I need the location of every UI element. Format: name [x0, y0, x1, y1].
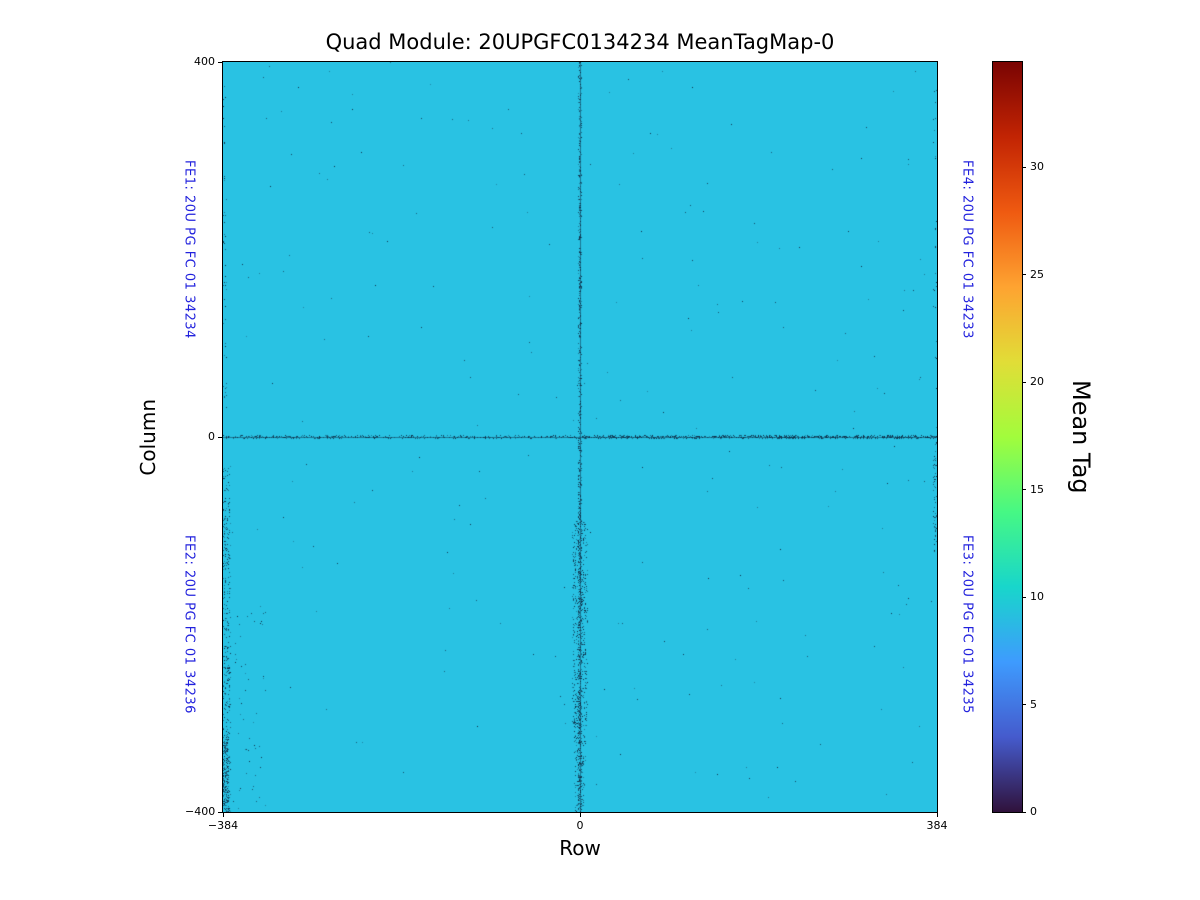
- colorbar-tick-label: 25: [1030, 267, 1044, 281]
- y-tick-mark: [218, 811, 222, 813]
- annotation-fe2: FE2: 20U PG FC 01 34236: [178, 437, 200, 812]
- annotation-fe2-label: FE2: 20U PG FC 01 34236: [181, 535, 197, 714]
- annotation-fe4: FE4: 20U PG FC 01 34233: [956, 62, 978, 437]
- x-tick-mark: [579, 813, 581, 817]
- y-tick-label: 400: [194, 55, 215, 68]
- annotation-fe3: FE3: 20U PG FC 01 34235: [956, 437, 978, 812]
- colorbar-tick-label: 30: [1030, 160, 1044, 174]
- x-tick-label: 384: [926, 819, 948, 832]
- annotation-fe1-label: FE1: 20U PG FC 01 34234: [181, 160, 197, 339]
- colorbar-tick-label: 0: [1030, 805, 1037, 818]
- x-tick-mark: [222, 813, 224, 817]
- colorbar-tick-mark: [1022, 489, 1026, 491]
- colorbar-label: Mean Tag: [1067, 380, 1095, 494]
- y-axis-label-box: Column: [134, 62, 162, 812]
- colorbar-tick-mark: [1022, 274, 1026, 276]
- annotation-fe4-label: FE4: 20U PG FC 01 34233: [959, 160, 975, 339]
- x-tick-label: 0: [576, 819, 584, 832]
- colorbar-tick-mark: [1022, 166, 1026, 168]
- y-axis-label: Column: [136, 398, 160, 476]
- y-tick-label: 0: [208, 430, 215, 443]
- chart-title: Quad Module: 20UPGFC0134234 MeanTagMap-0: [325, 30, 835, 54]
- colorbar-tick-label: 15: [1030, 482, 1044, 496]
- heatmap-canvas: [223, 62, 937, 812]
- plot-area: [222, 61, 938, 813]
- colorbar-tick-label: 10: [1030, 590, 1044, 604]
- annotation-fe3-label: FE3: 20U PG FC 01 34235: [959, 535, 975, 714]
- x-tick-mark: [936, 813, 938, 817]
- colorbar-tick-mark: [1022, 596, 1026, 598]
- x-axis-label: Row: [559, 836, 601, 860]
- colorbar-tick-label: 20: [1030, 375, 1044, 389]
- y-tick-mark: [218, 61, 222, 63]
- colorbar-tick-mark: [1022, 704, 1026, 706]
- colorbar-label-box: Mean Tag: [1058, 62, 1104, 812]
- y-tick-mark: [218, 436, 222, 438]
- y-tick-label: −400: [185, 805, 216, 818]
- colorbar: [992, 61, 1023, 813]
- annotation-fe1: FE1: 20U PG FC 01 34234: [178, 62, 200, 437]
- colorbar-gradient: [993, 62, 1022, 812]
- colorbar-tick-label: 5: [1030, 697, 1037, 711]
- colorbar-tick-mark: [1022, 381, 1026, 383]
- colorbar-tick-mark: [1022, 811, 1026, 813]
- x-tick-label: −384: [207, 819, 239, 832]
